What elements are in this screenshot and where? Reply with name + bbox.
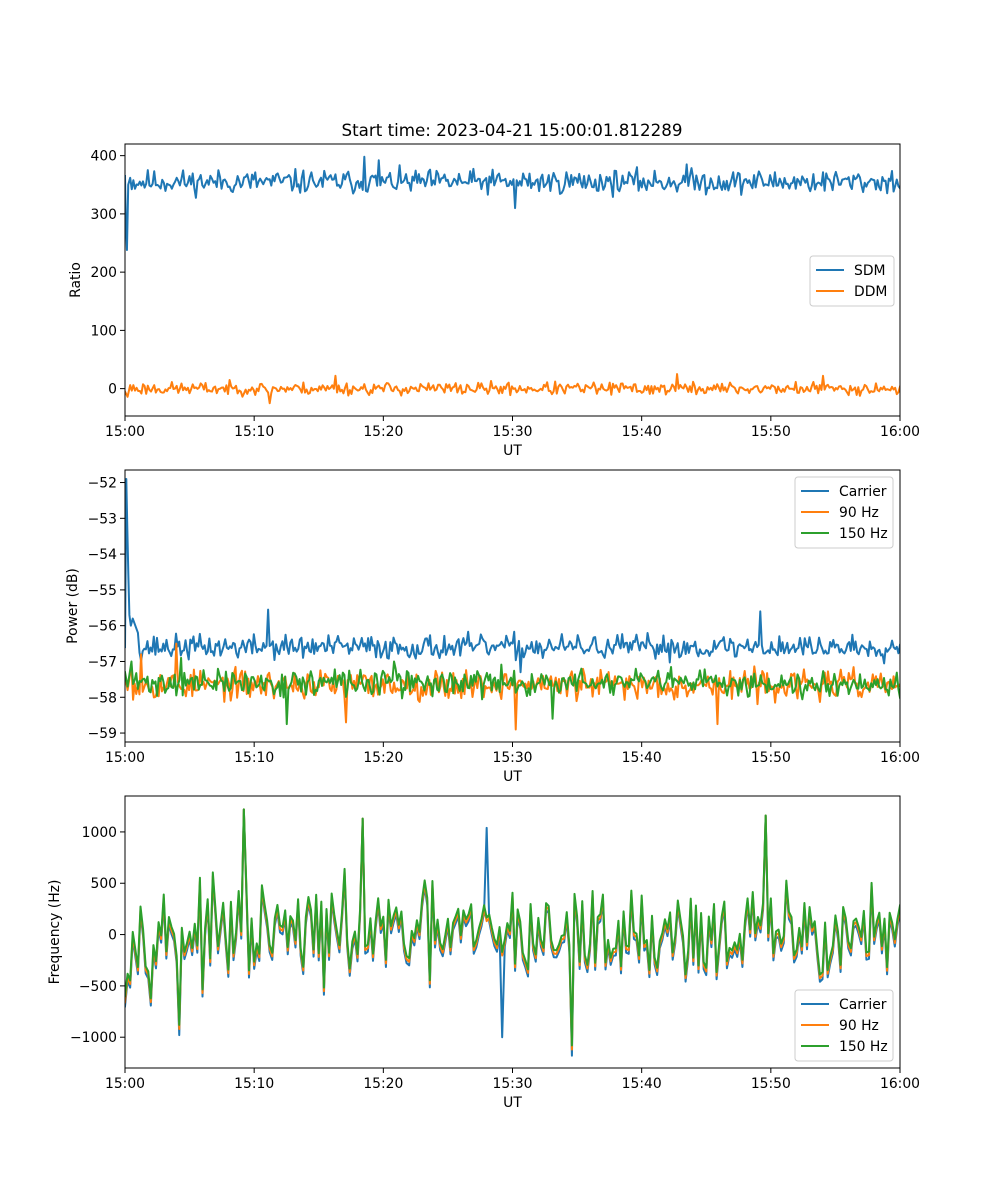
legend: Carrier 90 Hz 150 Hz bbox=[794, 989, 894, 1062]
y-axis-label: Frequency (Hz) bbox=[47, 880, 63, 985]
legend-label: 90 Hz bbox=[839, 1018, 879, 1034]
series-line-150-hz bbox=[125, 808, 900, 1047]
x-tick-label: 15:50 bbox=[751, 1076, 791, 1092]
legend-label: Carrier bbox=[839, 484, 887, 500]
x-tick-label: 15:20 bbox=[363, 750, 403, 766]
series-line-carrier bbox=[125, 477, 900, 674]
x-tick-label: 15:40 bbox=[622, 424, 662, 440]
y-tick-label: 100 bbox=[90, 323, 117, 339]
legend: SDM DDM bbox=[809, 255, 895, 307]
y-tick-label: 1000 bbox=[82, 825, 117, 841]
x-axis-label: UT bbox=[503, 1095, 522, 1111]
x-axis-label: UT bbox=[503, 769, 522, 785]
legend-label: DDM bbox=[854, 284, 887, 300]
subplot-2: 15:00 15:10 15:20 15:30 15:40 15:50 16:00 −59 −5… bbox=[65, 469, 920, 785]
x-tick-label: 15:10 bbox=[234, 1076, 274, 1092]
legend-label: SDM bbox=[854, 263, 886, 279]
legend-frame bbox=[794, 476, 894, 549]
legend-frame bbox=[809, 255, 895, 307]
subplot-1: 15:00 15:10 15:20 15:30 15:40 15:50 16:00 0 100 2… bbox=[68, 143, 920, 459]
series-line-sdm bbox=[125, 155, 900, 251]
x-tick-label: 15:30 bbox=[492, 750, 532, 766]
x-tick-label: 15:40 bbox=[622, 750, 662, 766]
y-tick-label: −57 bbox=[88, 654, 117, 670]
y-tick-label: −59 bbox=[88, 726, 117, 742]
y-tick-label: 300 bbox=[90, 207, 117, 223]
y-tick-label: −58 bbox=[88, 690, 117, 706]
y-tick-label: −500 bbox=[79, 979, 117, 995]
y-tick-label: −53 bbox=[88, 511, 117, 527]
plot-area bbox=[125, 477, 900, 731]
x-tick-label: 15:50 bbox=[751, 424, 791, 440]
x-tick-label: 15:20 bbox=[363, 424, 403, 440]
x-tick-label: 15:00 bbox=[105, 1076, 145, 1092]
axes-frame bbox=[124, 469, 901, 743]
legend-label: Carrier bbox=[839, 997, 887, 1013]
y-axis-label: Ratio bbox=[68, 262, 84, 298]
y-axis-label: Power (dB) bbox=[65, 568, 81, 644]
x-tick-label: 16:00 bbox=[880, 750, 920, 766]
subplots: 15:00 15:10 15:20 15:30 15:40 15:50 16:00 0 100 2… bbox=[47, 143, 920, 1111]
y-tick-label: 200 bbox=[90, 265, 117, 281]
y-tick-label: 500 bbox=[90, 876, 117, 892]
y-tick-label: −55 bbox=[88, 583, 117, 599]
x-tick-label: 16:00 bbox=[880, 1076, 920, 1092]
x-tick-label: 15:10 bbox=[234, 424, 274, 440]
y-tick-label: −54 bbox=[88, 547, 117, 563]
y-tick-label: −56 bbox=[88, 619, 117, 635]
x-tick-label: 15:10 bbox=[234, 750, 274, 766]
x-tick-label: 15:50 bbox=[751, 750, 791, 766]
y-tick-label: 0 bbox=[108, 382, 117, 398]
y-tick-label: −52 bbox=[88, 476, 117, 492]
series-line-150-hz bbox=[125, 656, 900, 726]
x-axis-label: UT bbox=[503, 443, 522, 459]
x-tick-label: 15:30 bbox=[492, 424, 532, 440]
legend-label: 150 Hz bbox=[839, 526, 888, 542]
subplot-3: 15:00 15:10 15:20 15:30 15:40 15:50 16:00 −1000… bbox=[47, 795, 920, 1111]
x-tick-label: 15:00 bbox=[105, 750, 145, 766]
y-tick-label: −1000 bbox=[70, 1030, 117, 1046]
legend-frame bbox=[794, 989, 894, 1062]
x-tick-label: 15:00 bbox=[105, 424, 145, 440]
series-line-ddm bbox=[125, 373, 900, 405]
y-tick-label: 400 bbox=[90, 149, 117, 165]
x-tick-label: 15:20 bbox=[363, 1076, 403, 1092]
legend-label: 150 Hz bbox=[839, 1039, 888, 1055]
x-tick-label: 15:40 bbox=[622, 1076, 662, 1092]
legend: Carrier 90 Hz 150 Hz bbox=[794, 476, 894, 549]
plot-area bbox=[125, 808, 900, 1057]
x-tick-label: 15:30 bbox=[492, 1076, 532, 1092]
x-tick-label: 16:00 bbox=[880, 424, 920, 440]
y-tick-label: 0 bbox=[108, 928, 117, 944]
plot-area bbox=[125, 155, 900, 405]
figure-title: Start time: 2023-04-21 15:00:01.812289 bbox=[342, 120, 683, 140]
legend-label: 90 Hz bbox=[839, 505, 879, 521]
